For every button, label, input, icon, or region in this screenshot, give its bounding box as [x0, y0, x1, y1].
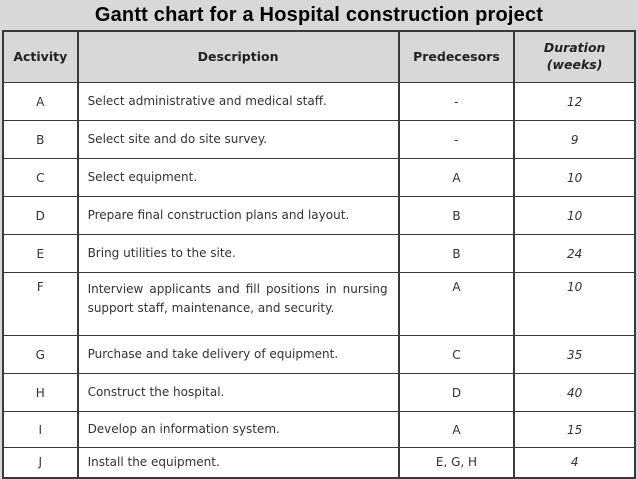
predecessors-cell: A: [397, 411, 516, 448]
table-row: C Select equipment. A 10: [2, 158, 636, 197]
activity-cell: I: [2, 411, 79, 448]
table-row: D Prepare final construction plans and l…: [2, 196, 636, 235]
duration-cell: 4: [513, 447, 636, 478]
duration-cell: 10: [513, 158, 636, 197]
duration-cell: 24: [513, 234, 636, 273]
page-title: Gantt chart for a Hospital construction …: [94, 4, 544, 26]
predecessors-cell: E, G, H: [397, 447, 516, 478]
duration-cell: 10: [513, 196, 636, 235]
activity-cell: H: [2, 373, 79, 412]
activity-cell: E: [2, 234, 79, 273]
description-cell: Develop an information system.: [76, 411, 400, 448]
table-row: I Develop an information system. A 15: [2, 411, 636, 448]
activity-table: Activity Description Predecesors Duratio…: [2, 30, 636, 479]
predecessors-cell: B: [397, 196, 516, 235]
activity-cell: B: [2, 120, 79, 159]
table-row: J Install the equipment. E, G, H 4: [2, 447, 636, 478]
predecessors-cell: -: [397, 82, 516, 121]
header-predecessors: Predecesors: [397, 30, 516, 83]
duration-cell: 35: [513, 335, 636, 374]
predecessors-cell: A: [397, 158, 516, 197]
duration-cell: 12: [513, 82, 636, 121]
table-row: E Bring utilities to the site. B 24: [2, 234, 636, 273]
description-cell: Purchase and take delivery of equipment.: [76, 335, 400, 374]
description-cell: Interview applicants and fill positions …: [76, 272, 400, 336]
predecessors-cell: D: [397, 373, 516, 412]
duration-cell: 9: [513, 120, 636, 159]
table-row: G Purchase and take delivery of equipmen…: [2, 335, 636, 374]
description-cell: Select site and do site survey.: [76, 120, 400, 159]
description-cell: Bring utilities to the site.: [76, 234, 400, 273]
duration-cell: 40: [513, 373, 636, 412]
description-cell: Prepare final construction plans and lay…: [76, 196, 400, 235]
predecessors-cell: -: [397, 120, 516, 159]
description-cell: Install the equipment.: [76, 447, 400, 478]
table-row: H Construct the hospital. D 40: [2, 373, 636, 412]
activity-cell: C: [2, 158, 79, 197]
duration-cell: 10: [513, 272, 636, 336]
description-cell: Select equipment.: [76, 158, 400, 197]
activity-cell: D: [2, 196, 79, 235]
table-body: A Select administrative and medical staf…: [2, 82, 636, 478]
activity-cell: G: [2, 335, 79, 374]
table-header: Activity Description Predecesors Duratio…: [2, 30, 636, 83]
description-cell: Construct the hospital.: [76, 373, 400, 412]
header-duration: Duration (weeks): [513, 30, 636, 83]
table-header-row: Activity Description Predecesors Duratio…: [2, 30, 636, 83]
table-row: B Select site and do site survey. - 9: [2, 120, 636, 159]
predecessors-cell: A: [397, 272, 516, 336]
table-row: F Interview applicants and fill position…: [2, 272, 636, 336]
activity-cell: A: [2, 82, 79, 121]
predecessors-cell: B: [397, 234, 516, 273]
duration-cell: 15: [513, 411, 636, 448]
header-description: Description: [76, 30, 400, 83]
predecessors-cell: C: [397, 335, 516, 374]
header-activity: Activity: [2, 30, 79, 83]
activity-cell: F: [2, 272, 79, 336]
header-duration-line1: Duration: [543, 40, 606, 56]
header-duration-line2: (weeks): [546, 57, 603, 72]
activity-cell: J: [2, 447, 79, 478]
description-cell: Select administrative and medical staff.: [76, 82, 400, 121]
table-row: A Select administrative and medical staf…: [2, 82, 636, 121]
